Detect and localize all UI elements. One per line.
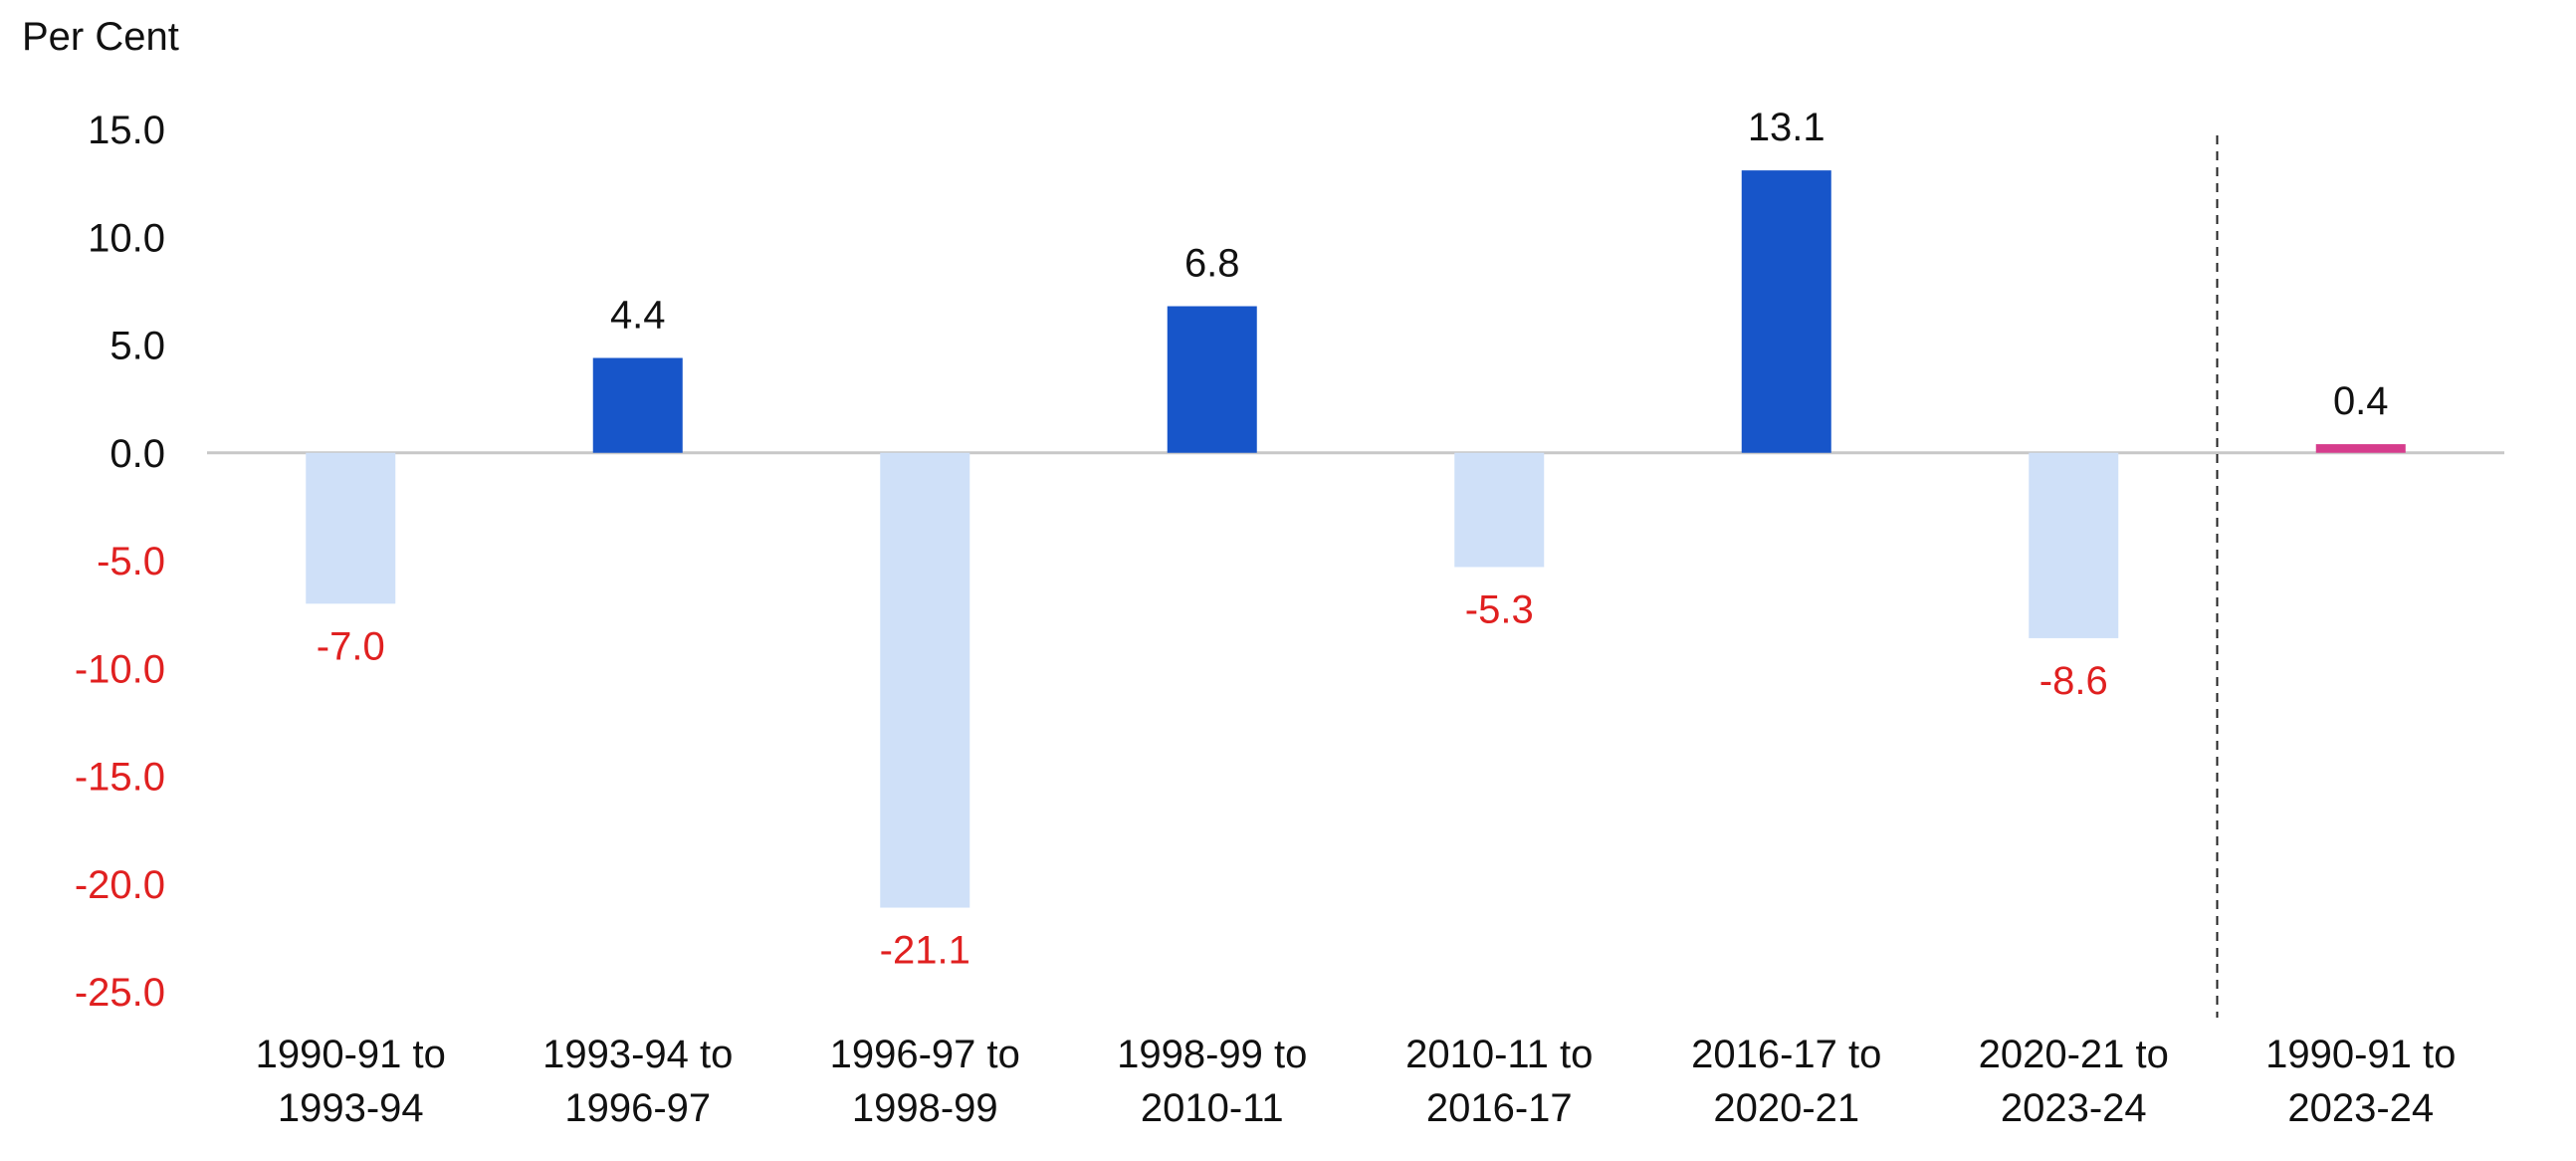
data-label: -21.1 — [880, 929, 970, 973]
category-label: 2010-11 to 2016-17 — [1405, 1033, 1593, 1130]
y-tick-label: -5.0 — [97, 540, 165, 583]
category-label: 1998-99 to 2010-11 — [1117, 1033, 1307, 1130]
data-label: -7.0 — [317, 624, 385, 668]
y-tick-label: -15.0 — [75, 756, 165, 800]
category-label: 2020-21 to 2023-24 — [1979, 1033, 2169, 1130]
data-label: 0.4 — [2333, 379, 2389, 423]
y-tick-label: -20.0 — [75, 863, 165, 907]
bar — [592, 357, 683, 453]
bar — [1167, 306, 1257, 453]
data-label: -8.6 — [2039, 659, 2108, 703]
data-label: 13.1 — [1748, 106, 1825, 149]
y-axis-title: Per Cent — [22, 15, 179, 59]
bar — [306, 452, 396, 604]
data-label: 6.8 — [1184, 242, 1240, 286]
y-tick-label: -25.0 — [75, 971, 165, 1015]
bar — [2315, 444, 2406, 453]
bar — [1741, 170, 1831, 453]
data-label: 4.4 — [610, 293, 666, 337]
category-label: 2016-17 to 2020-21 — [1691, 1033, 1881, 1130]
y-tick-label: 5.0 — [109, 325, 165, 368]
category-label: 1993-94 to 1996-97 — [542, 1033, 733, 1130]
category-label: 1996-97 to 1998-99 — [830, 1033, 1020, 1130]
bar — [880, 452, 970, 908]
category-label: 1990-91 to 1993-94 — [256, 1033, 446, 1130]
data-label: -5.3 — [1465, 587, 1534, 631]
bar — [1454, 452, 1545, 568]
y-tick-label: 10.0 — [88, 216, 165, 260]
y-tick-label: -10.0 — [75, 647, 165, 691]
category-label: 1990-91 to 2023-24 — [2265, 1033, 2456, 1130]
y-tick-label: 0.0 — [109, 432, 165, 476]
y-tick-label: 15.0 — [88, 109, 165, 152]
bar — [2029, 452, 2119, 638]
